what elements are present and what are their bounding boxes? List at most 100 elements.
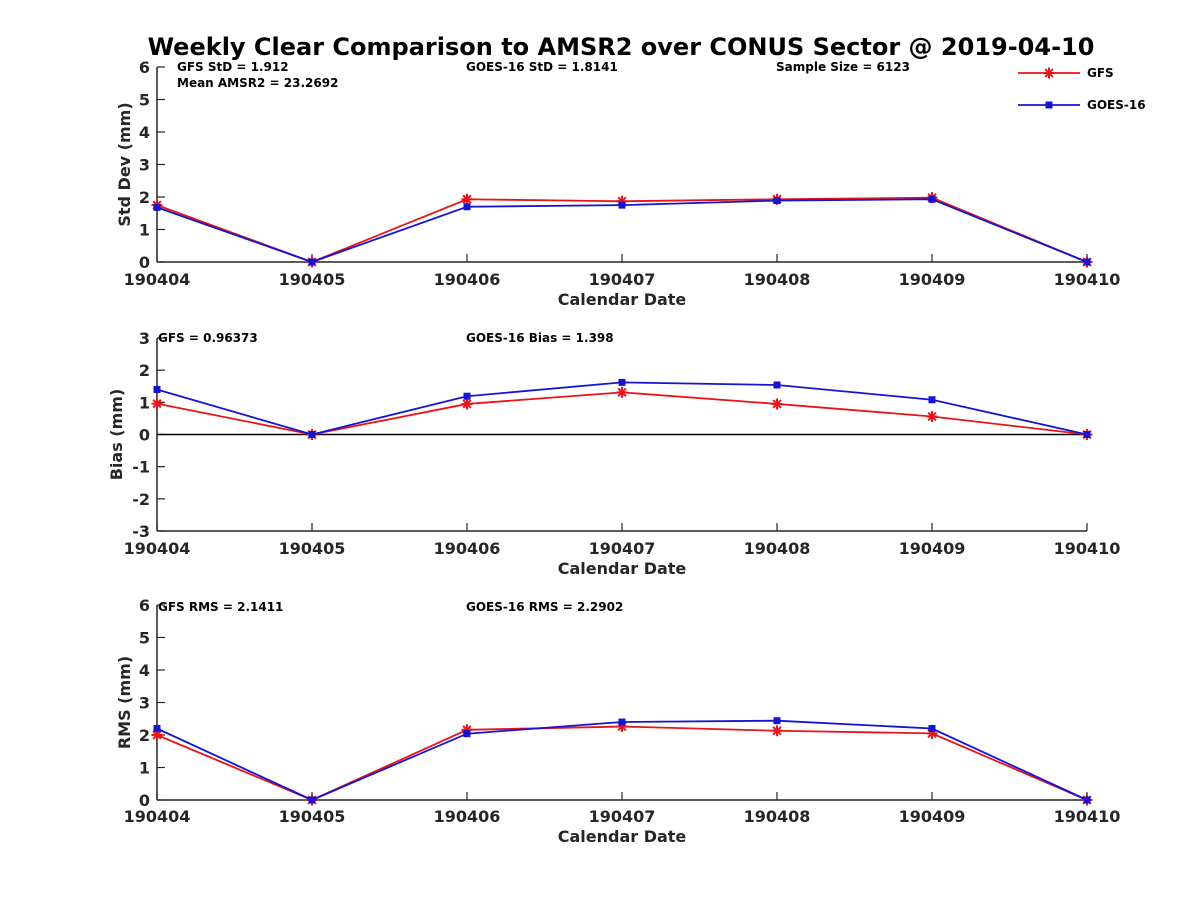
data-point — [771, 398, 783, 410]
data-point — [618, 201, 626, 209]
y-tick-label: 5 — [139, 629, 150, 648]
y-axis-label: Std Dev (mm) — [115, 102, 134, 226]
data-point — [308, 431, 316, 438]
data-point — [463, 392, 471, 400]
data-point — [461, 193, 473, 205]
series-line — [156, 725, 1088, 801]
x-tick-label: 190407 — [589, 270, 656, 289]
series-line — [156, 198, 1088, 263]
series-line — [156, 391, 1088, 436]
chart-title: Weekly Clear Comparison to AMSR2 over CO… — [148, 33, 1095, 61]
data-point — [153, 203, 161, 211]
x-tick-label: 190404 — [124, 270, 191, 289]
data-point — [616, 721, 628, 733]
data-point — [926, 727, 938, 739]
x-tick-label: 190406 — [434, 539, 501, 558]
x-tick-label: 190407 — [589, 807, 656, 826]
legend-label: GFS — [1087, 66, 1114, 80]
x-tick-label: 190404 — [124, 807, 191, 826]
data-point — [773, 381, 781, 389]
x-tick-label: 190407 — [589, 539, 656, 558]
y-tick-label: 5 — [139, 91, 150, 110]
stat-annotation: GOES-16 RMS = 2.2902 — [466, 600, 623, 614]
x-tick-label: 190406 — [434, 270, 501, 289]
data-point — [308, 258, 316, 266]
y-tick-label: 4 — [139, 123, 150, 142]
y-tick-label: 3 — [139, 694, 150, 713]
data-point — [463, 203, 471, 211]
x-tick-label: 190404 — [124, 539, 191, 558]
data-point — [151, 729, 163, 741]
data-point — [618, 718, 626, 726]
stat-annotation: GOES-16 Bias = 1.398 — [466, 331, 614, 345]
x-tick-label: 190405 — [279, 807, 346, 826]
data-point — [153, 725, 161, 732]
series-line — [156, 719, 1088, 801]
x-tick-label: 190409 — [899, 807, 966, 826]
data-point — [308, 796, 316, 804]
stat-annotation: GOES-16 StD = 1.8141 — [466, 60, 618, 74]
legend-item: GOES-16 — [1018, 98, 1146, 112]
series-goes-16 — [153, 195, 1091, 266]
x-tick-label: 190410 — [1054, 539, 1121, 558]
x-tick-label: 190405 — [279, 270, 346, 289]
data-point — [1083, 796, 1091, 804]
data-point — [618, 378, 626, 386]
legend: GFS GOES-16 — [1018, 66, 1146, 112]
stat-annotation: GFS StD = 1.912 — [177, 60, 289, 74]
data-point — [926, 410, 938, 422]
panel-1: 0 1 2 3 4 5 6 190404 190405 190406 190407 190408 190… — [115, 58, 1120, 309]
data-point — [151, 398, 163, 410]
data-point — [616, 195, 628, 207]
x-tick-label: 190408 — [744, 539, 811, 558]
y-tick-label: 6 — [139, 596, 150, 615]
x-tick-label: 190409 — [899, 539, 966, 558]
x-tick-label: 190410 — [1054, 807, 1121, 826]
y-tick-label: 6 — [139, 58, 150, 77]
y-tick-label: 3 — [139, 156, 150, 175]
y-tick-label: 0 — [139, 253, 150, 272]
panel-3: 0 1 2 3 4 5 6 190404 190405 190406 190407 190408 190… — [115, 596, 1120, 846]
y-tick-label: 2 — [139, 188, 150, 207]
data-point — [1083, 431, 1091, 438]
plot-panels: 0 1 2 3 4 5 6 190404 190405 190406 190407 190408 190… — [107, 58, 1120, 846]
y-tick-label: 0 — [139, 791, 150, 810]
data-point — [461, 724, 473, 736]
data-point — [616, 386, 628, 398]
x-tick-label: 190408 — [744, 807, 811, 826]
data-point — [928, 725, 936, 732]
data-point — [771, 725, 783, 737]
x-axis-label: Calendar Date — [558, 559, 687, 578]
x-tick-label: 190405 — [279, 539, 346, 558]
x-tick-label: 190410 — [1054, 270, 1121, 289]
legend-marker — [1043, 67, 1055, 79]
data-point — [773, 197, 781, 205]
stat-annotation: GFS = 0.96373 — [158, 331, 258, 345]
y-tick-label: 3 — [139, 329, 150, 348]
y-tick-label: 2 — [139, 726, 150, 745]
data-point — [928, 396, 936, 404]
data-point — [928, 195, 936, 203]
data-point — [1083, 258, 1091, 266]
legend-label: GOES-16 — [1087, 98, 1146, 112]
x-tick-label: 190406 — [434, 807, 501, 826]
stat-annotation: Mean AMSR2 = 23.2692 — [177, 76, 338, 90]
y-axis-label: RMS (mm) — [115, 656, 134, 749]
y-tick-label: -2 — [132, 490, 150, 509]
y-tick-label: 1 — [139, 221, 150, 240]
x-tick-label: 190408 — [744, 270, 811, 289]
series-goes-16 — [153, 717, 1091, 804]
data-point — [153, 385, 161, 393]
y-tick-label: 1 — [139, 759, 150, 778]
series-goes-16 — [153, 378, 1091, 438]
data-point — [463, 730, 471, 738]
y-tick-label: 4 — [139, 661, 150, 680]
y-tick-label: 2 — [139, 361, 150, 380]
y-tick-label: 0 — [139, 426, 150, 445]
panel-2: -3 -2 -1 0 1 2 3 190404 190405 190406 190407 190408… — [107, 329, 1120, 578]
x-axis-label: Calendar Date — [558, 827, 687, 846]
stat-annotation: Sample Size = 6123 — [776, 60, 910, 74]
y-axis-label: Bias (mm) — [107, 389, 126, 481]
y-tick-label: -1 — [132, 458, 150, 477]
